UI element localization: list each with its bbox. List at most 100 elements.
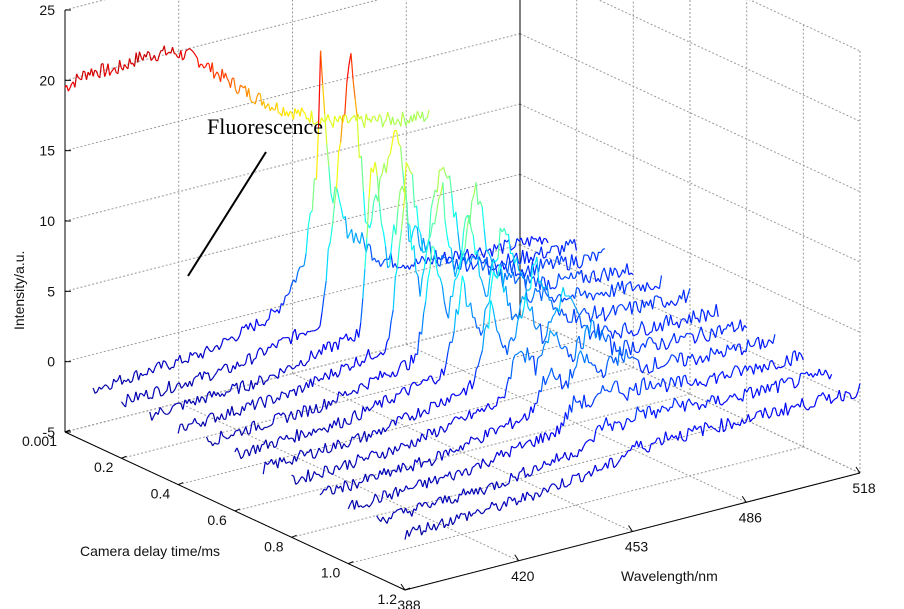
spectrum-segment: [257, 444, 261, 453]
spectrum-segment: [394, 416, 399, 426]
spectrum-segment: [664, 362, 668, 366]
spectrum-segment: [309, 477, 313, 482]
spectrum-segment: [356, 384, 361, 394]
spectrum-segment: [803, 406, 807, 410]
spectrum-segment: [652, 357, 656, 372]
spectrum-segment: [502, 482, 506, 487]
spectrum-segment: [564, 256, 569, 271]
spectrum-segment: [394, 509, 398, 513]
spectrum-segment: [255, 350, 259, 359]
spectrum-segment: [128, 58, 132, 65]
z-tick-label: -5: [43, 424, 56, 440]
spectrum-segment: [412, 486, 415, 490]
spectrum-segment: [188, 399, 192, 404]
spectrum-segment: [399, 388, 403, 394]
x-tick-mark: [400, 583, 406, 591]
spectrum-segment: [119, 374, 123, 385]
spectrum-segment: [386, 426, 390, 429]
spectrum-segment: [671, 434, 675, 439]
spectrum-segment: [336, 391, 340, 403]
spectrum-segment: [641, 299, 645, 308]
spectrum-segment: [574, 287, 578, 299]
spectrum-segment: [519, 249, 524, 264]
spectrum-segment: [357, 433, 362, 443]
spectrum-segment: [628, 272, 632, 276]
spectrum-segment: [550, 287, 553, 290]
spectrum-segment: [610, 331, 614, 339]
spectrum-segment: [545, 292, 549, 297]
spectrum-segment: [630, 272, 634, 276]
spectrum-segment: [542, 375, 546, 385]
spectrum-segment: [529, 473, 533, 477]
spectrum-segment: [532, 264, 535, 266]
spectrum-segment: [334, 465, 338, 467]
spectrum-segment: [243, 403, 247, 412]
spectrum-segment: [526, 297, 530, 302]
spectrum-segment: [270, 396, 274, 404]
spectrum-segment: [212, 413, 216, 423]
spectrum-segment: [436, 198, 440, 213]
spectrum-segment: [317, 325, 321, 330]
spectrum-segment: [327, 241, 331, 250]
spectrum-segment: [704, 421, 708, 425]
spectrum-segment: [211, 375, 215, 380]
spectrum-segment: [573, 308, 577, 323]
spectrum-segment: [452, 280, 456, 297]
spectrum-segment: [401, 489, 405, 493]
spectrum-segment: [573, 395, 577, 403]
spectrum-segment: [275, 438, 279, 447]
spectrum-segment: [466, 248, 471, 260]
x-tick-mark: [514, 554, 520, 562]
spectrum-segment: [665, 314, 670, 326]
spectrum-segment: [838, 389, 842, 401]
spectrum-segment: [109, 71, 112, 76]
spectrum-segment: [515, 252, 520, 264]
spectrum-segment: [238, 364, 242, 367]
z-tick-label: 10: [39, 213, 55, 229]
spectrum-segment: [449, 471, 453, 479]
spectrum-segment: [540, 286, 545, 301]
spectrum-segment: [505, 497, 509, 507]
spectrum-segment: [319, 312, 323, 327]
spectrum-segment: [529, 261, 533, 277]
spectrum-segment: [691, 382, 695, 387]
spectrum-segment: [416, 384, 420, 387]
spectrum-series-11: [376, 368, 833, 524]
spectrum-segment: [246, 449, 250, 457]
spectrum-segment: [365, 349, 369, 357]
spectrum-segment: [177, 424, 181, 434]
spectrum-segment: [229, 383, 234, 391]
spectrum-segment: [588, 319, 593, 336]
spectrum-segment: [266, 318, 270, 322]
spectrum-segment: [188, 48, 192, 51]
spectrum-segment: [365, 113, 369, 121]
spectrum-segment: [135, 391, 139, 401]
spectrum-segment: [554, 425, 558, 438]
spectrum-segment: [600, 369, 604, 379]
spectrum-segment: [237, 334, 241, 340]
spectrum-segment: [414, 484, 417, 488]
spectrum-segment: [678, 376, 682, 388]
spectrum-segment: [471, 194, 475, 202]
spectrum-segment: [180, 385, 184, 389]
spectrum-segment: [643, 325, 647, 335]
spectrum-segment: [702, 422, 706, 436]
spectrum-segment: [528, 355, 533, 361]
spectrum-segment: [285, 461, 289, 464]
spectrum-segment: [315, 128, 320, 180]
spectrum-segment: [539, 323, 544, 344]
spectrum-segment: [476, 250, 481, 276]
spectrum-segment: [314, 122, 317, 125]
spectrum-segment: [259, 444, 263, 453]
spectrum-segment: [201, 371, 205, 380]
spectrum-segment: [236, 447, 240, 454]
spectrum-segment: [442, 182, 446, 221]
spectrum-segment: [483, 489, 487, 495]
spectrum-segment: [311, 178, 315, 211]
spectrum-segment: [302, 111, 306, 114]
spectrum-segment: [127, 393, 131, 399]
spectrum-segment: [598, 251, 601, 254]
spectrum-segment: [301, 405, 305, 418]
spectrum-segment: [653, 384, 657, 390]
spectrum-segment: [164, 361, 169, 367]
